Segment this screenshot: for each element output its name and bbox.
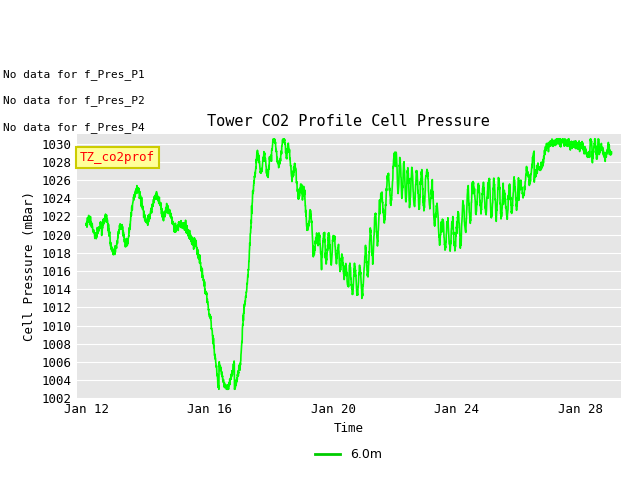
Legend: 6.0m: 6.0m: [310, 443, 387, 466]
Title: Tower CO2 Profile Cell Pressure: Tower CO2 Profile Cell Pressure: [207, 114, 490, 129]
Text: No data for f_Pres_P4: No data for f_Pres_P4: [3, 121, 145, 132]
Text: TZ_co2prof: TZ_co2prof: [80, 151, 155, 164]
Text: No data for f_Pres_P2: No data for f_Pres_P2: [3, 95, 145, 106]
Text: No data for f_Pres_P1: No data for f_Pres_P1: [3, 69, 145, 80]
X-axis label: Time: Time: [334, 422, 364, 435]
Y-axis label: Cell Pressure (mBar): Cell Pressure (mBar): [24, 192, 36, 341]
